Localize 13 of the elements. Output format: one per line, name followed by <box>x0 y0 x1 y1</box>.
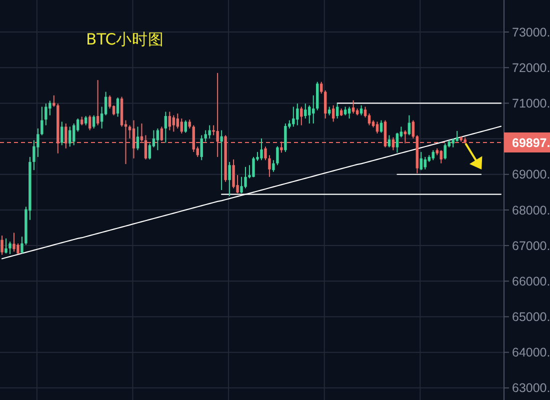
title: BTC小时图 <box>86 30 164 48</box>
ytick-label: 72000. <box>512 60 550 75</box>
ytick-label: 63000. <box>512 381 550 396</box>
ytick-label: 64000. <box>512 346 550 360</box>
ytick-label: 73000. <box>512 25 550 40</box>
ytick-label: 68000. <box>512 203 550 218</box>
ytick-label: 69000. <box>512 168 550 182</box>
price-label: 69897. <box>504 132 550 152</box>
ref-line-label: 69897. <box>512 136 550 150</box>
ytick-label: 67000. <box>512 238 550 253</box>
ytick-label: 66000. <box>512 274 550 288</box>
ytick-label: 71000. <box>512 96 550 110</box>
ytick-label: 65000. <box>512 310 550 324</box>
